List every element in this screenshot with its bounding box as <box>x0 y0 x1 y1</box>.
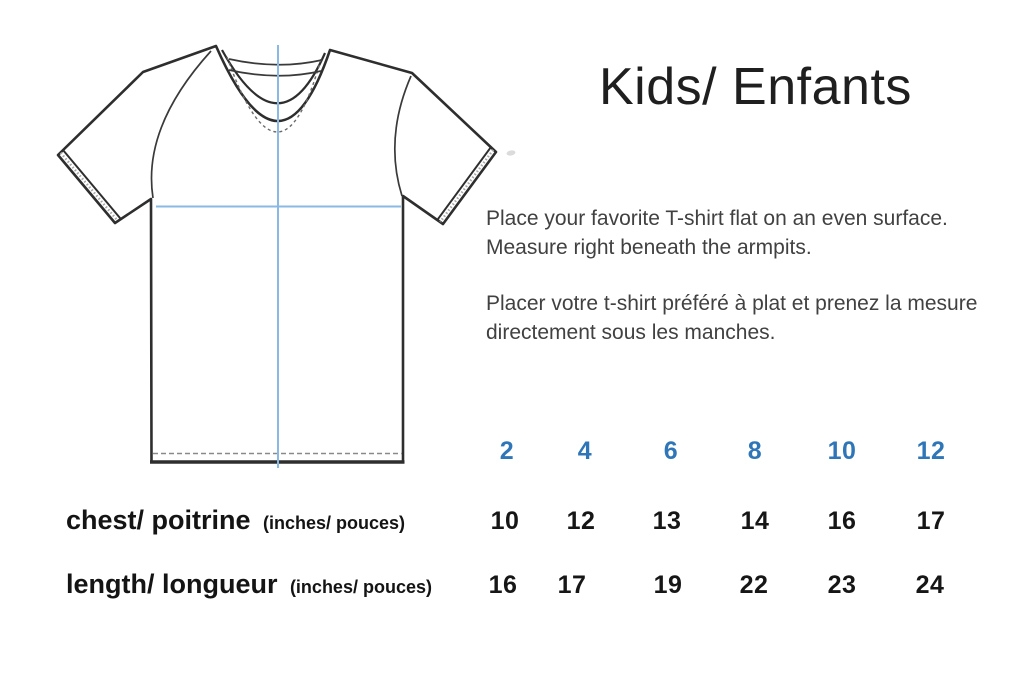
right-cuff-hatching <box>439 149 495 223</box>
chest-label-text: chest/ poitrine <box>66 505 251 535</box>
chest-value-cell: 10 <box>490 507 520 535</box>
chest-value-cell: 16 <box>827 507 857 535</box>
length-value-cell: 16 <box>488 571 518 599</box>
right-armhole-seam <box>393 75 412 197</box>
length-value-cell: 19 <box>653 571 683 599</box>
length-value-cell: 24 <box>915 571 945 599</box>
size-header-cell: 10 <box>827 437 857 465</box>
length-row-label: length/ longueur (inches/ pouces) <box>66 571 432 598</box>
length-value-cell: 23 <box>827 571 857 599</box>
back-neck-line-1 <box>228 58 323 66</box>
artifact-smudge <box>506 150 516 156</box>
chest-value-cell: 17 <box>916 507 946 535</box>
chest-label-unit: (inches/ pouces) <box>262 513 406 533</box>
page-title: Kids/ Enfants <box>599 58 912 116</box>
back-neck-line-2 <box>228 69 322 77</box>
length-value-cell: 17 <box>557 571 587 599</box>
chest-value-cell: 12 <box>566 507 596 535</box>
instructions-french: Placer votre t-shirt préféré à plat et p… <box>486 292 978 344</box>
left-armhole-seam <box>150 50 212 199</box>
length-label-text: length/ longueur <box>66 569 278 599</box>
length-value-cell: 22 <box>739 571 769 599</box>
left-cuff-inner-line <box>62 149 122 220</box>
size-header-cell: 2 <box>499 437 515 465</box>
instructions-english: Place your favorite T-shirt flat on an e… <box>486 207 948 259</box>
chest-value-cell: 13 <box>652 507 682 535</box>
chest-row-label: chest/ poitrine (inches/ pouces) <box>66 507 405 534</box>
length-label-unit: (inches/ pouces) <box>289 577 432 597</box>
right-cuff-inner-line <box>436 147 492 221</box>
chest-value-cell: 14 <box>740 507 770 535</box>
size-header-cell: 12 <box>916 437 946 465</box>
size-header-cell: 6 <box>663 437 679 465</box>
size-header-cell: 8 <box>747 437 763 465</box>
size-header-cell: 4 <box>577 437 593 465</box>
